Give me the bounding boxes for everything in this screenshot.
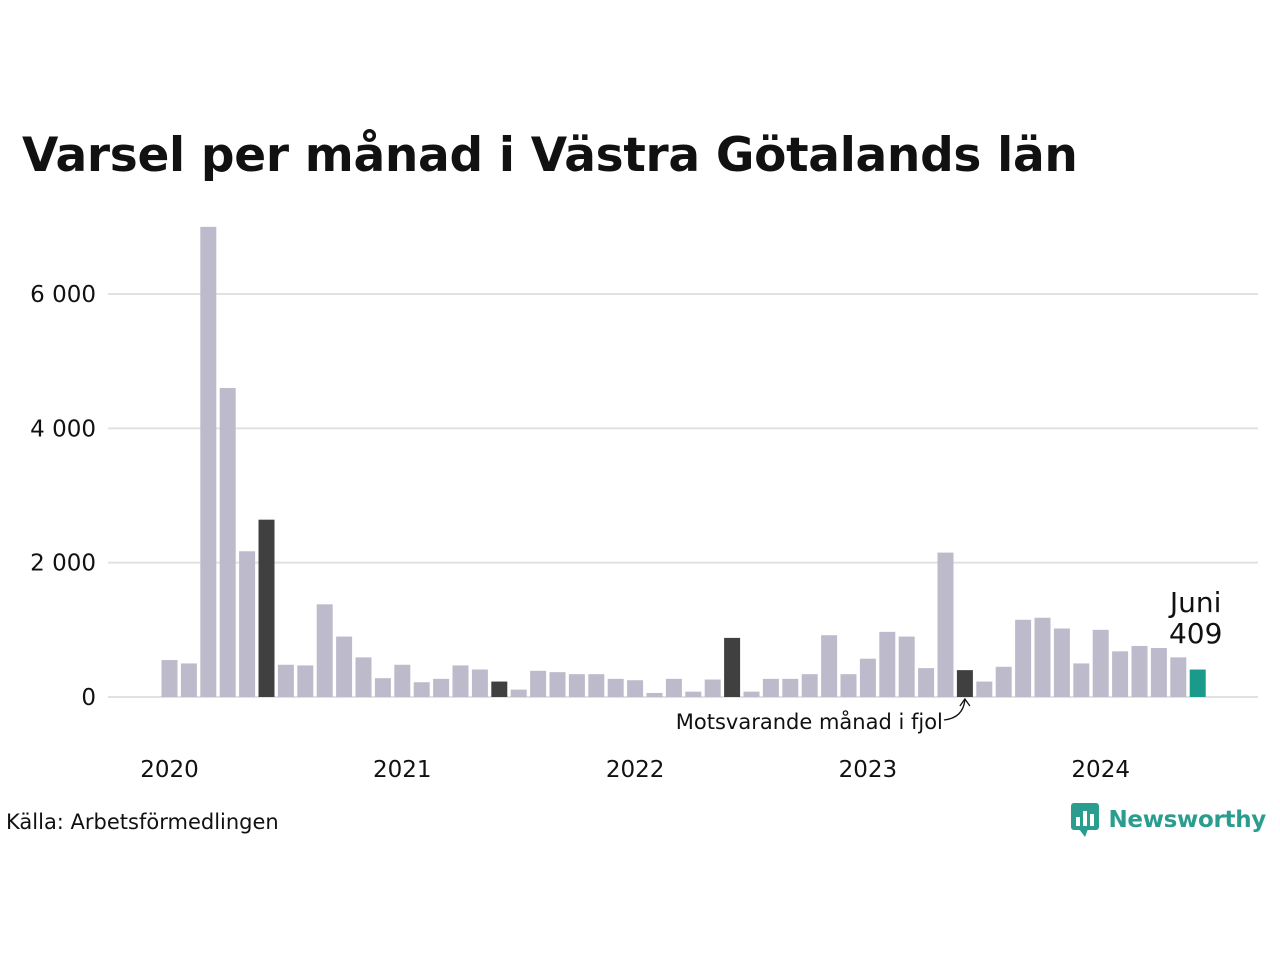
x-tick-label: 2024 bbox=[1071, 757, 1130, 783]
bar bbox=[1112, 651, 1129, 697]
bar bbox=[976, 681, 993, 697]
newsworthy-logo-icon bbox=[1071, 803, 1100, 837]
bar bbox=[937, 552, 954, 697]
bar-same-month bbox=[491, 681, 508, 697]
bar bbox=[743, 691, 760, 697]
bar bbox=[1131, 645, 1148, 697]
bar bbox=[782, 678, 799, 697]
same-month-annotation: Motsvarande månad i fjol bbox=[676, 709, 943, 734]
bar bbox=[1053, 628, 1070, 697]
bar bbox=[1034, 617, 1051, 697]
bar bbox=[394, 664, 411, 697]
bar bbox=[180, 663, 197, 697]
bar bbox=[898, 636, 915, 697]
y-tick-label: 2 000 bbox=[30, 551, 96, 577]
bar bbox=[336, 636, 353, 697]
source-credit: Källa: Arbetsförmedlingen bbox=[6, 810, 279, 834]
grid-lines bbox=[108, 293, 1258, 698]
bar bbox=[821, 635, 838, 697]
bars bbox=[161, 226, 1206, 698]
bar bbox=[607, 678, 624, 697]
bar bbox=[471, 669, 488, 697]
bar bbox=[704, 679, 721, 697]
x-axis-labels: 2020 2021 2022 2023 2024 bbox=[140, 757, 1130, 783]
current-value-label: 409 bbox=[1169, 617, 1222, 650]
bar bbox=[161, 660, 178, 697]
bar bbox=[413, 682, 430, 697]
x-tick-label: 2021 bbox=[373, 757, 432, 783]
bar bbox=[801, 674, 818, 697]
bar-same-month bbox=[258, 519, 275, 697]
bar bbox=[277, 664, 294, 697]
bar bbox=[859, 658, 876, 697]
brand-logo: Newsworthy bbox=[1070, 802, 1266, 838]
bar bbox=[568, 674, 585, 697]
bar bbox=[762, 678, 779, 697]
bar-current bbox=[1189, 669, 1206, 697]
bar bbox=[239, 551, 256, 697]
bar bbox=[646, 692, 663, 697]
annotation-arrowhead bbox=[959, 697, 971, 707]
annotations: Juni 409 Motsvarande månad i fjol bbox=[676, 586, 1223, 734]
y-tick-label: 4 000 bbox=[30, 416, 96, 442]
bar bbox=[355, 657, 372, 697]
x-tick-label: 2020 bbox=[140, 757, 199, 783]
bar bbox=[549, 672, 566, 697]
bar bbox=[219, 388, 236, 697]
bar bbox=[627, 680, 644, 697]
bar bbox=[995, 666, 1012, 697]
current-month-label: Juni bbox=[1168, 586, 1222, 619]
y-tick-label: 6 000 bbox=[30, 282, 96, 308]
bar bbox=[316, 604, 333, 697]
x-tick-label: 2022 bbox=[606, 757, 665, 783]
bar bbox=[685, 691, 702, 697]
bar-same-month bbox=[724, 637, 741, 697]
bar bbox=[297, 665, 314, 697]
bar bbox=[374, 678, 391, 697]
bar bbox=[588, 674, 605, 697]
x-tick-label: 2023 bbox=[839, 757, 898, 783]
bar bbox=[1073, 663, 1090, 697]
bar bbox=[1150, 647, 1167, 697]
bar bbox=[433, 678, 450, 697]
bar bbox=[665, 678, 682, 697]
annotation-arrow bbox=[943, 699, 966, 721]
bar bbox=[840, 674, 857, 697]
chart-title: Varsel per månad i Västra Götalands län bbox=[22, 128, 1078, 183]
y-tick-label: 0 bbox=[81, 685, 96, 711]
bar bbox=[530, 670, 547, 697]
bar bbox=[452, 665, 469, 697]
bar bbox=[200, 226, 217, 698]
bar bbox=[1092, 629, 1109, 697]
bar-same-month bbox=[956, 670, 973, 697]
y-axis-labels: 0 2 000 4 000 6 000 bbox=[30, 282, 96, 711]
bar bbox=[510, 689, 527, 697]
bar bbox=[918, 668, 935, 697]
brand-name: Newsworthy bbox=[1108, 807, 1266, 833]
bar bbox=[879, 631, 896, 697]
bar bbox=[1170, 657, 1187, 697]
bar bbox=[1015, 619, 1032, 697]
